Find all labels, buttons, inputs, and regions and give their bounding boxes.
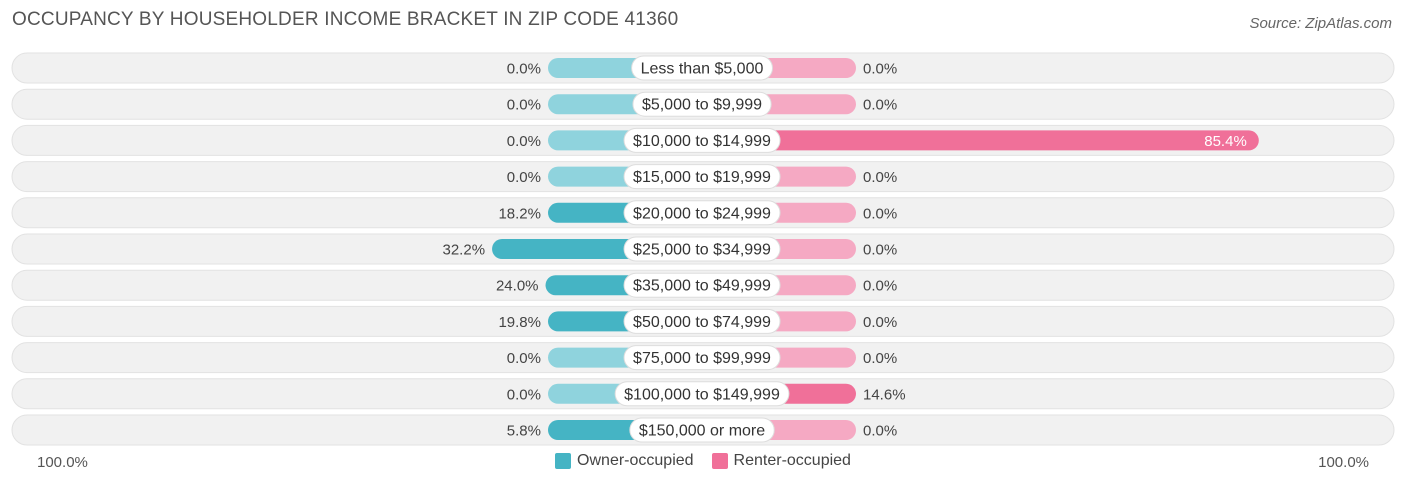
owner-value-label: 0.0%: [507, 97, 541, 114]
category-label: $5,000 to $9,999: [642, 97, 762, 114]
category-label: $50,000 to $74,999: [633, 314, 771, 331]
category-label-pill: [629, 417, 775, 443]
renter-bar: [702, 130, 1259, 151]
category-label-pill: [623, 164, 781, 190]
renter-value-label: 0.0%: [863, 97, 897, 114]
source-label: Source: ZipAtlas.com: [1249, 15, 1392, 32]
owner-value-label: 0.0%: [507, 169, 541, 186]
category-label-pill: [623, 200, 781, 226]
owner-value-label: 0.0%: [507, 133, 541, 150]
legend-owner-swatch: [555, 453, 572, 469]
category-label-pill: [623, 272, 781, 298]
owner-value-label: 24.0%: [496, 278, 539, 295]
category-label: $10,000 to $14,999: [633, 133, 771, 150]
legend-owner: Owner-occupied: [555, 452, 694, 470]
category-label-pill: [631, 55, 773, 81]
renter-value-label: 85.4%: [1204, 133, 1247, 150]
renter-value-label: 0.0%: [863, 169, 897, 186]
owner-value-label: 19.8%: [498, 314, 541, 331]
renter-value-label: 14.6%: [863, 386, 906, 403]
category-label-pill: [623, 127, 781, 153]
category-label: $25,000 to $34,999: [633, 242, 771, 259]
owner-value-label: 5.8%: [507, 423, 541, 440]
category-label-pill: [623, 236, 781, 262]
legend-renter: Renter-occupied: [711, 452, 851, 470]
axis-left-label: 100.0%: [37, 454, 88, 471]
category-label: $100,000 to $149,999: [624, 386, 780, 403]
renter-value-label: 0.0%: [863, 205, 897, 222]
category-label: $20,000 to $24,999: [633, 205, 771, 222]
axis-right-label: 100.0%: [1318, 454, 1369, 471]
category-label-pill: [623, 345, 781, 371]
owner-value-label: 0.0%: [507, 61, 541, 78]
legend: Owner-occupied Renter-occupied: [0, 452, 1406, 470]
renter-value-label: 0.0%: [863, 61, 897, 78]
renter-value-label: 0.0%: [863, 423, 897, 440]
owner-value-label: 0.0%: [507, 350, 541, 367]
category-label: $35,000 to $49,999: [633, 278, 771, 295]
chart-title: OCCUPANCY BY HOUSEHOLDER INCOME BRACKET …: [12, 9, 679, 30]
category-label: $75,000 to $99,999: [633, 350, 771, 367]
renter-value-label: 0.0%: [863, 278, 897, 295]
category-label-pill: [632, 91, 772, 117]
legend-renter-label: Renter-occupied: [733, 452, 851, 469]
owner-value-label: 32.2%: [443, 242, 486, 259]
category-label: $150,000 or more: [639, 423, 765, 440]
legend-renter-swatch: [711, 453, 728, 469]
category-label: Less than $5,000: [641, 61, 764, 78]
chart-svg: Less than $5,000 0.0% 0.0% $5,000 to $9,999…: [11, 52, 1395, 446]
owner-value-label: 18.2%: [498, 205, 541, 222]
category-label-pill: [614, 381, 790, 407]
renter-value-label: 0.0%: [863, 242, 897, 259]
renter-value-label: 0.0%: [863, 350, 897, 367]
renter-value-label: 0.0%: [863, 314, 897, 331]
legend-owner-label: Owner-occupied: [577, 452, 694, 469]
category-label: $15,000 to $19,999: [633, 169, 771, 186]
owner-value-label: 0.0%: [507, 386, 541, 403]
category-label-pill: [623, 308, 781, 334]
